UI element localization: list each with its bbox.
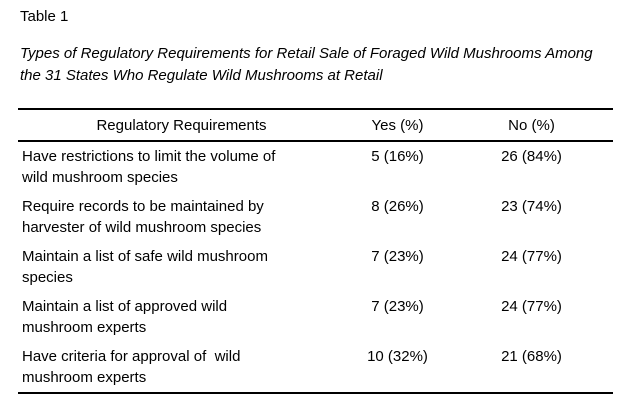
table-row: Require records to be maintained by harv… xyxy=(18,192,613,242)
table-caption: Types of Regulatory Requirements for Ret… xyxy=(20,45,593,84)
yes-value-cell: 5 (16%) xyxy=(371,148,424,165)
column-header-no: No (%) xyxy=(450,109,613,142)
requirement-cell: Maintain a list of approved wild mushroo… xyxy=(22,298,228,336)
no-value-cell: 23 (74%) xyxy=(501,198,562,215)
yes-value-cell: 7 (23%) xyxy=(371,298,424,315)
requirement-cell: Maintain a list of safe wild mushroom sp… xyxy=(22,248,268,286)
no-value-cell: 24 (77%) xyxy=(501,298,562,315)
column-header-yes: Yes (%) xyxy=(345,109,450,142)
table-row: Have criteria for approval of wild mushr… xyxy=(18,342,613,393)
no-value-cell: 21 (68%) xyxy=(501,348,562,365)
no-value-cell: 24 (77%) xyxy=(501,248,562,265)
requirement-cell: Have restrictions to limit the volume of… xyxy=(22,148,276,186)
yes-value-cell: 10 (32%) xyxy=(367,348,428,365)
table-row: Maintain a list of safe wild mushroom sp… xyxy=(18,242,613,292)
no-value-cell: 26 (84%) xyxy=(501,148,562,165)
table-row: Have restrictions to limit the volume of… xyxy=(18,141,613,192)
table-header-row: Regulatory Requirements Yes (%) No (%) xyxy=(18,109,613,142)
column-header-requirements: Regulatory Requirements xyxy=(18,109,345,142)
regulatory-requirements-table: Regulatory Requirements Yes (%) No (%) H… xyxy=(18,108,613,394)
requirement-cell: Have criteria for approval of wild mushr… xyxy=(22,348,241,386)
table-header: Regulatory Requirements Yes (%) No (%) xyxy=(18,109,613,142)
yes-value-cell: 7 (23%) xyxy=(371,248,424,265)
table-body: Have restrictions to limit the volume of… xyxy=(18,141,613,393)
requirement-cell: Require records to be maintained by harv… xyxy=(22,198,264,236)
table-number-label: Table 1 xyxy=(20,8,69,25)
table-row: Maintain a list of approved wild mushroo… xyxy=(18,292,613,342)
yes-value-cell: 8 (26%) xyxy=(371,198,424,215)
